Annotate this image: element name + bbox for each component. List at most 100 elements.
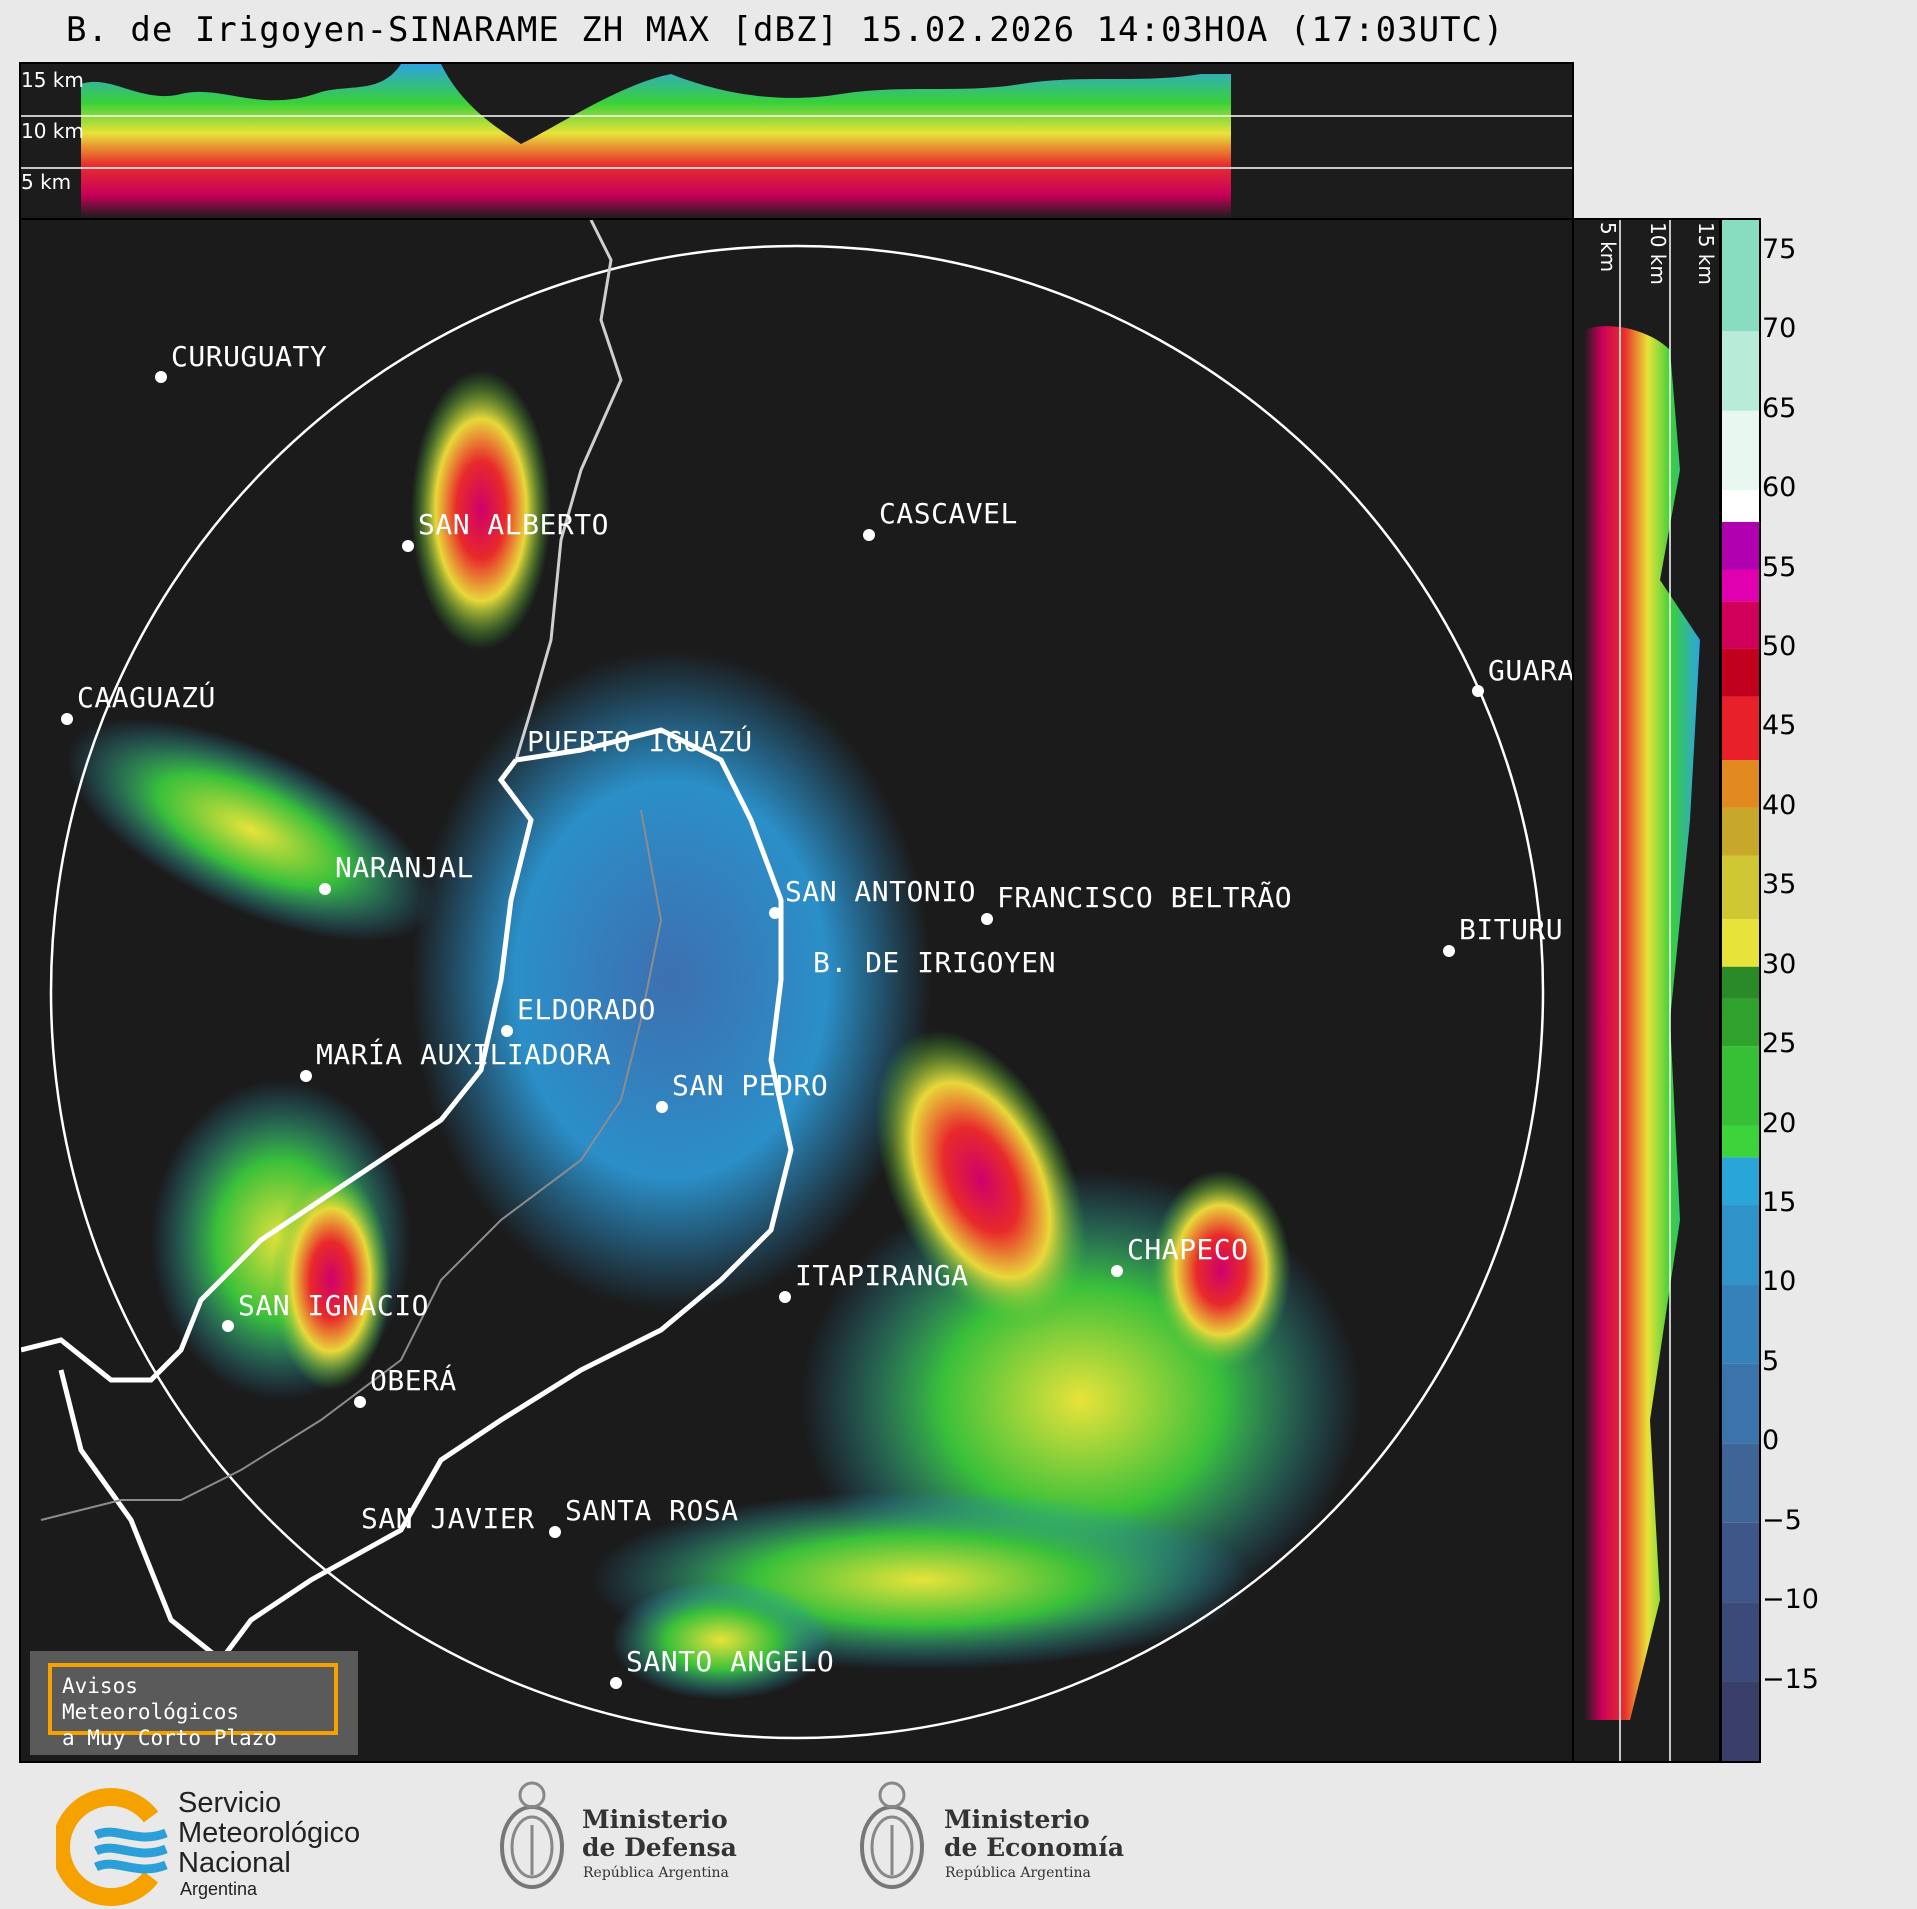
colorbar-tick-label: 70 [1762,313,1797,345]
city-dot-santa-rosa [549,1526,561,1538]
colorbar-tick-label: 10 [1762,1266,1797,1298]
colorbar-band [1722,1681,1759,1761]
colorbar-band [1722,807,1759,856]
colorbar-tick-label: 45 [1762,710,1797,742]
warning-line-2: a Muy Corto Plazo [62,1726,277,1750]
city-label-obera: OBERÁ [370,1364,457,1397]
colorbar-band [1722,919,1759,967]
top-profile-graphic [21,64,1572,218]
city-label-eldorado: ELDORADO [517,993,656,1026]
defensa-seal-icon [500,1781,564,1889]
radar-map[interactable]: CURUGUATY SAN ALBERTO CASCAVEL CAAGUAZÚ … [19,218,1574,1763]
warning-box[interactable]: Avisos Meteorológicos a Muy Corto Plazo [30,1651,358,1755]
colorbar-tick-label: 65 [1762,392,1797,424]
city-dot-san-pedro [656,1101,668,1113]
city-label-itapiranga: ITAPIRANGA [795,1259,969,1292]
colorbar-band [1722,410,1759,491]
city-dot-guara [1472,685,1484,697]
city-dot-eldorado [501,1025,513,1037]
warning-link[interactable]: Avisos Meteorológicos a Muy Corto Plazo [48,1663,338,1750]
height-label-15: 15 km [21,68,84,92]
height-label-10: 10 km [21,119,84,143]
city-label-puerto-iguazu: PUERTO IGUAZÚ [527,725,753,758]
city-label-santa-rosa: SANTA ROSA [565,1494,739,1527]
economia-line-1: Ministerio [944,1805,1090,1834]
city-label-cascavel: CASCAVEL [879,497,1018,530]
economia-line-3: República Argentina [945,1865,1091,1881]
smn-line-1: Servicio [178,1787,282,1819]
city-label-san-ignacio: SAN IGNACIO [238,1289,429,1322]
city-label-francisco-beltrao: FRANCISCO BELTRÃO [997,881,1293,914]
city-dot-curuguaty [155,371,167,383]
radar-map-graphic [21,220,1545,1740]
colorbar-tick-label: 25 [1762,1028,1797,1060]
city-dot-obera [354,1396,366,1408]
city-label-santo-angelo: SANTO ANGELO [626,1645,835,1678]
city-dot-bituru [1443,945,1455,957]
colorbar-band [1722,696,1759,761]
city-label-san-alberto: SAN ALBERTO [418,508,609,541]
colorbar-graphic [1722,220,1759,1761]
side-height-label-5: 5 km [1596,222,1620,273]
radar-title: B. de Irigoyen-SINARAME ZH MAX [dBZ] 15.… [66,10,1505,50]
city-dot-chapeco [1111,1265,1123,1277]
city-label-san-pedro: SAN PEDRO [672,1069,829,1102]
defensa-line-1: Ministerio [582,1805,728,1834]
city-dot-san-antonio [769,907,781,919]
city-label-naranjal: NARANJAL [335,851,474,884]
colorbar-band [1722,220,1759,332]
colorbar-band [1722,521,1759,570]
colorbar-band [1722,490,1759,522]
smn-logo-icon [56,1788,168,1906]
defensa-line-2: de Defensa [582,1833,737,1862]
colorbar-tick-label: 40 [1762,789,1797,821]
city-label-b-de-irigoyen: B. DE IRIGOYEN [813,946,1057,979]
city-label-bituru: BITURU [1459,913,1564,946]
colorbar-tick-label: 75 [1762,233,1797,265]
city-dot-santo-angelo [610,1677,622,1689]
city-label-caaguazu: CAAGUAZÚ [77,681,216,714]
city-label-curuguaty: CURUGUATY [171,340,328,373]
colorbar-band [1722,569,1759,602]
colorbar-band [1722,1602,1759,1682]
colorbar-tick-label: 35 [1762,869,1797,901]
defensa-line-3: República Argentina [583,1865,729,1881]
colorbar-band [1722,1363,1759,1444]
city-label-maria-auxiliadora: MARÍA AUXILIADORA [316,1038,612,1071]
city-dot-san-alberto [402,540,414,552]
smn-line-2: Meteorológico [178,1817,361,1849]
colorbar-tick-label: 5 [1762,1345,1780,1377]
colorbar-band [1722,648,1759,697]
city-label-san-javier: SAN JAVIER [361,1502,535,1535]
colorbar-band [1722,1157,1759,1205]
city-dot-maria-auxiliadora [300,1070,312,1082]
colorbar-tick-label: 30 [1762,948,1797,980]
smn-line-3: Nacional [178,1847,291,1879]
colorbar-tick-label: −5 [1762,1504,1802,1536]
city-dot-cascavel [863,529,875,541]
height-label-5: 5 km [21,170,72,194]
colorbar-tick-label: 0 [1762,1425,1780,1457]
colorbar-tick-label: 20 [1762,1107,1797,1139]
city-dot-san-ignacio [222,1320,234,1332]
colorbar-tick-label: 50 [1762,630,1797,662]
colorbar-band [1722,1125,1759,1158]
colorbar-band [1722,1204,1759,1285]
side-height-label-10: 10 km [1646,222,1670,285]
colorbar-tick-label: 60 [1762,472,1797,504]
economia-line-2: de Economía [944,1833,1125,1862]
colorbar-tick-label: 15 [1762,1186,1797,1218]
city-dot-itapiranga [779,1291,791,1303]
city-dot-francisco-beltrao [981,913,993,925]
city-label-guara: GUARA [1488,654,1574,687]
colorbar-tick-label: −10 [1762,1584,1819,1616]
colorbar-band [1722,331,1759,411]
city-dot-caaguazu [61,713,73,725]
colorbar-tick-label: 55 [1762,551,1797,583]
colorbar [1720,218,1761,1763]
colorbar-band [1722,1522,1759,1603]
colorbar-band [1722,601,1759,649]
city-label-chapeco: CHAPECO [1127,1233,1249,1266]
colorbar-band [1722,998,1759,1047]
colorbar-band [1722,1443,1759,1523]
